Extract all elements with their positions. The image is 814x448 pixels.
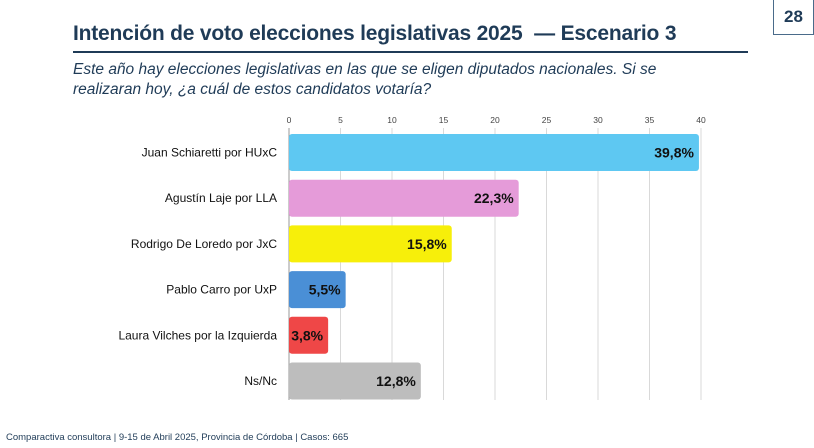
bar <box>289 362 421 400</box>
gridlines <box>288 128 702 400</box>
category-label: Rodrigo De Loredo por JxC <box>131 237 277 251</box>
category-label: Juan Schiaretti por HUxC <box>142 146 278 160</box>
x-tick-label: 10 <box>387 115 397 125</box>
subtitle-line-1: Este año hay elecciones legislativas en … <box>73 61 657 78</box>
x-tick-label: 5 <box>338 115 343 125</box>
x-axis-ticks: 0 5 10 15 20 25 30 35 40 <box>287 115 706 125</box>
question-subtitle: Este año hay elecciones legislativas en … <box>73 60 713 100</box>
x-tick-label: 15 <box>439 115 449 125</box>
bars <box>289 134 699 400</box>
source-footer: Comparactiva consultora | 9-15 de Abril … <box>6 432 348 443</box>
category-label: Ns/Nc <box>244 374 277 388</box>
x-tick-label: 25 <box>542 115 552 125</box>
category-label: Agustín Laje por LLA <box>165 191 277 205</box>
category-label: Pablo Carro por UxP <box>166 283 277 297</box>
value-label: 3,8% <box>291 327 323 343</box>
category-labels: Juan Schiaretti por HUxC Agustín Laje por… <box>118 146 277 389</box>
category-label: Laura Vilches por la Izquierda <box>118 328 277 342</box>
x-tick-label: 35 <box>645 115 655 125</box>
title-text: Intención de voto elecciones legislativa… <box>73 22 523 45</box>
bar <box>289 225 452 263</box>
page-title: Intención de voto elecciones legislativa… <box>73 22 676 46</box>
page-number: 28 <box>784 7 803 26</box>
title-underline <box>73 51 748 53</box>
x-tick-label: 20 <box>490 115 500 125</box>
x-tick-label: 30 <box>593 115 603 125</box>
value-label: 39,8% <box>654 145 694 161</box>
source-text: Comparactiva consultora | 9-15 de Abril … <box>6 432 349 443</box>
bar <box>289 316 329 354</box>
value-labels: 39,8% 22,3% 15,8% 5,5% 3,8% 12,8% <box>291 145 694 390</box>
value-label: 22,3% <box>474 190 514 206</box>
x-tick-label: 0 <box>287 115 292 125</box>
scenario-label: Escenario 3 <box>560 22 677 45</box>
vote-intention-bar-chart: 0 5 10 15 20 25 30 35 40 Juan Schiaretti por HUx… <box>118 115 706 400</box>
value-label: 12,8% <box>376 373 416 389</box>
bar <box>289 134 699 171</box>
bar <box>289 179 519 217</box>
bar <box>289 271 346 309</box>
value-label: 15,8% <box>407 236 447 252</box>
title-separator: — <box>534 22 555 45</box>
x-tick-label: 40 <box>696 115 706 125</box>
subtitle-line-2: realizaran hoy, ¿a cuál de estos candida… <box>73 81 432 98</box>
value-label: 5,5% <box>309 282 341 298</box>
